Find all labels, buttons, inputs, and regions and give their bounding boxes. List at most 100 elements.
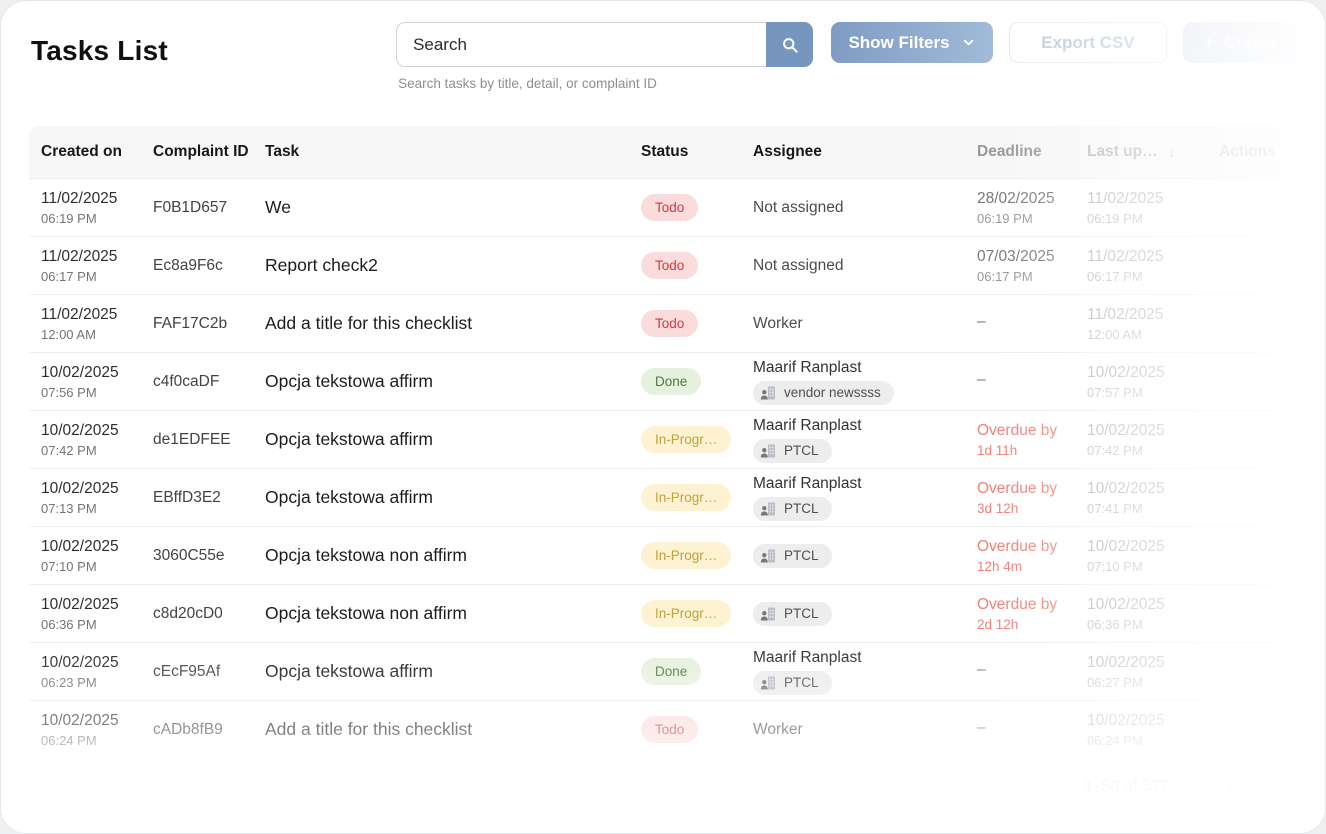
deadline-line1: Overdue by — [977, 537, 1058, 555]
deadline-line1: Overdue by — [977, 595, 1058, 613]
updated-cell: 10/02/2025 07:42 PM — [1087, 422, 1219, 458]
deadline-cell: Overdue by 12h 4m — [977, 538, 1087, 574]
updated-date: 11/02/2025 — [1087, 189, 1164, 207]
person-building-icon — [760, 675, 777, 691]
status-badge: In-Progr… — [641, 542, 732, 569]
status-cell: In-Progr… — [641, 600, 753, 627]
updated-cell: 10/02/2025 06:27 PM — [1087, 654, 1219, 690]
assignee-cell: PTCL — [753, 543, 977, 568]
assignee-cell: Maarif Ranplast PTCL — [753, 475, 977, 521]
updated-cell: 11/02/2025 12:00 AM — [1087, 306, 1219, 342]
created-time: 06:19 PM — [41, 210, 97, 226]
header-created-on: Created on — [41, 143, 122, 160]
complaint-id-cell: Ec8a9F6c — [153, 256, 223, 274]
assignee-name: Worker — [753, 314, 803, 332]
created-cell: 10/02/2025 06:24 PM — [41, 712, 153, 748]
table-row[interactable]: 10/02/2025 06:24 PM cADb8fB9 Add a title… — [29, 700, 1297, 758]
updated-cell: 11/02/2025 06:17 PM — [1087, 248, 1219, 284]
updated-date: 10/02/2025 — [1087, 595, 1165, 613]
created-cell: 10/02/2025 07:42 PM — [41, 422, 153, 458]
updated-time: 06:24 PM — [1087, 732, 1143, 748]
assignee-chip: PTCL — [753, 438, 832, 463]
sort-descending-icon[interactable]: ↓ — [1167, 143, 1176, 161]
updated-cell: 11/02/2025 06:19 PM — [1087, 190, 1219, 226]
complaint-id-cell: F0B1D657 — [153, 198, 228, 216]
table-row[interactable]: 10/02/2025 06:36 PM c8d20cD0 Opcja tekst… — [29, 584, 1297, 642]
assignee-cell: Worker — [753, 315, 977, 333]
updated-date: 10/02/2025 — [1087, 363, 1165, 381]
table-row[interactable]: 10/02/2025 07:42 PM de1EDFEE Opcja tekst… — [29, 410, 1297, 468]
search-input[interactable] — [396, 22, 766, 67]
deadline-line2: 3d 12h — [977, 500, 1019, 516]
deadline-line2: 1d 11h — [977, 442, 1018, 458]
status-badge: In-Progr… — [641, 426, 732, 453]
updated-date: 10/02/2025 — [1087, 653, 1165, 671]
assignee-cell: Not assigned — [753, 257, 977, 275]
topbar: Tasks List Search tasks by title, detail… — [1, 1, 1325, 91]
task-cell: Opcja tekstowa affirm — [265, 661, 433, 681]
search-button[interactable] — [766, 22, 813, 67]
table-row[interactable]: 10/02/2025 06:23 PM cEcF95Af Opcja tekst… — [29, 642, 1297, 700]
table-row[interactable]: 10/02/2025 07:10 PM 3060C55e Opcja tekst… — [29, 526, 1297, 584]
deadline-cell: – — [977, 661, 1087, 682]
person-building-icon — [760, 385, 777, 401]
updated-time: 06:17 PM — [1087, 268, 1143, 284]
deadline-cell: – — [977, 719, 1087, 740]
assignee-chip-label: PTCL — [784, 501, 819, 516]
assignee-chip: PTCL — [753, 496, 832, 521]
updated-date: 11/02/2025 — [1087, 305, 1164, 323]
table-row[interactable]: 11/02/2025 12:00 AM FAF17C2b Add a title… — [29, 294, 1297, 352]
assignee-chip-label: PTCL — [784, 548, 819, 563]
status-cell: Todo — [641, 310, 753, 337]
status-badge: Done — [641, 368, 702, 395]
assignee-cell: Worker — [753, 721, 977, 739]
deadline-line1: Overdue by — [977, 479, 1058, 497]
complaint-id-cell: FAF17C2b — [153, 314, 228, 332]
person-building-icon — [760, 606, 777, 622]
deadline-line1: – — [977, 371, 986, 388]
complaint-id-cell: EBffD3E2 — [153, 488, 221, 506]
created-time: 07:13 PM — [41, 500, 97, 516]
updated-cell: 10/02/2025 06:36 PM — [1087, 596, 1219, 632]
deadline-line1: 28/02/2025 — [977, 189, 1055, 207]
complaint-id-cell: c8d20cD0 — [153, 604, 223, 622]
task-cell: Opcja tekstowa non affirm — [265, 545, 467, 565]
create-button[interactable]: + Create — [1183, 22, 1297, 63]
task-cell: Report check2 — [265, 255, 378, 275]
table-row[interactable]: 11/02/2025 06:17 PM Ec8a9F6c Report chec… — [29, 236, 1297, 294]
next-page-icon[interactable]: › — [1271, 773, 1279, 800]
table-header-row: Created on Complaint ID Task Status Assi… — [29, 126, 1297, 178]
table-row[interactable]: 10/02/2025 07:13 PM EBffD3E2 Opcja tekst… — [29, 468, 1297, 526]
deadline-cell: 07/03/2025 06:17 PM — [977, 248, 1087, 284]
task-cell: Add a title for this checklist — [265, 313, 473, 333]
created-time: 06:23 PM — [41, 674, 97, 690]
deadline-line1: – — [977, 661, 986, 678]
show-filters-button[interactable]: Show Filters — [831, 22, 993, 63]
table-row[interactable]: 10/02/2025 07:56 PM c4f0caDF Opcja tekst… — [29, 352, 1297, 410]
deadline-cell: Overdue by 1d 11h — [977, 422, 1087, 458]
assignee-chip: PTCL — [753, 670, 832, 695]
deadline-line2: 12h 4m — [977, 558, 1023, 574]
assignee-chip: PTCL — [753, 543, 832, 568]
export-csv-button[interactable]: Export CSV — [1009, 22, 1167, 63]
header-last-updated[interactable]: Last up… ↓ — [1087, 143, 1219, 161]
header-status: Status — [641, 143, 689, 160]
created-date: 10/02/2025 — [41, 653, 119, 671]
created-time: 07:56 PM — [41, 384, 97, 400]
deadline-line2: 2d 12h — [977, 616, 1019, 632]
created-date: 10/02/2025 — [41, 363, 119, 381]
created-date: 10/02/2025 — [41, 479, 119, 497]
updated-cell: 10/02/2025 07:41 PM — [1087, 480, 1219, 516]
deadline-line2: 06:19 PM — [977, 210, 1033, 226]
show-filters-label: Show Filters — [848, 32, 950, 52]
header-last-updated-label: Last up… — [1087, 143, 1158, 160]
tasks-table: Created on Complaint ID Task Status Assi… — [29, 126, 1297, 758]
table-row[interactable]: 11/02/2025 06:19 PM F0B1D657 We Todo Not… — [29, 178, 1297, 236]
previous-page-icon[interactable]: ‹ — [1227, 773, 1235, 800]
deadline-line2: 06:17 PM — [977, 268, 1033, 284]
updated-time: 07:42 PM — [1087, 442, 1143, 458]
updated-time: 12:00 AM — [1087, 326, 1142, 342]
assignee-chip-label: PTCL — [784, 675, 819, 690]
assignee-name: Worker — [753, 720, 803, 738]
person-building-icon — [760, 443, 777, 459]
